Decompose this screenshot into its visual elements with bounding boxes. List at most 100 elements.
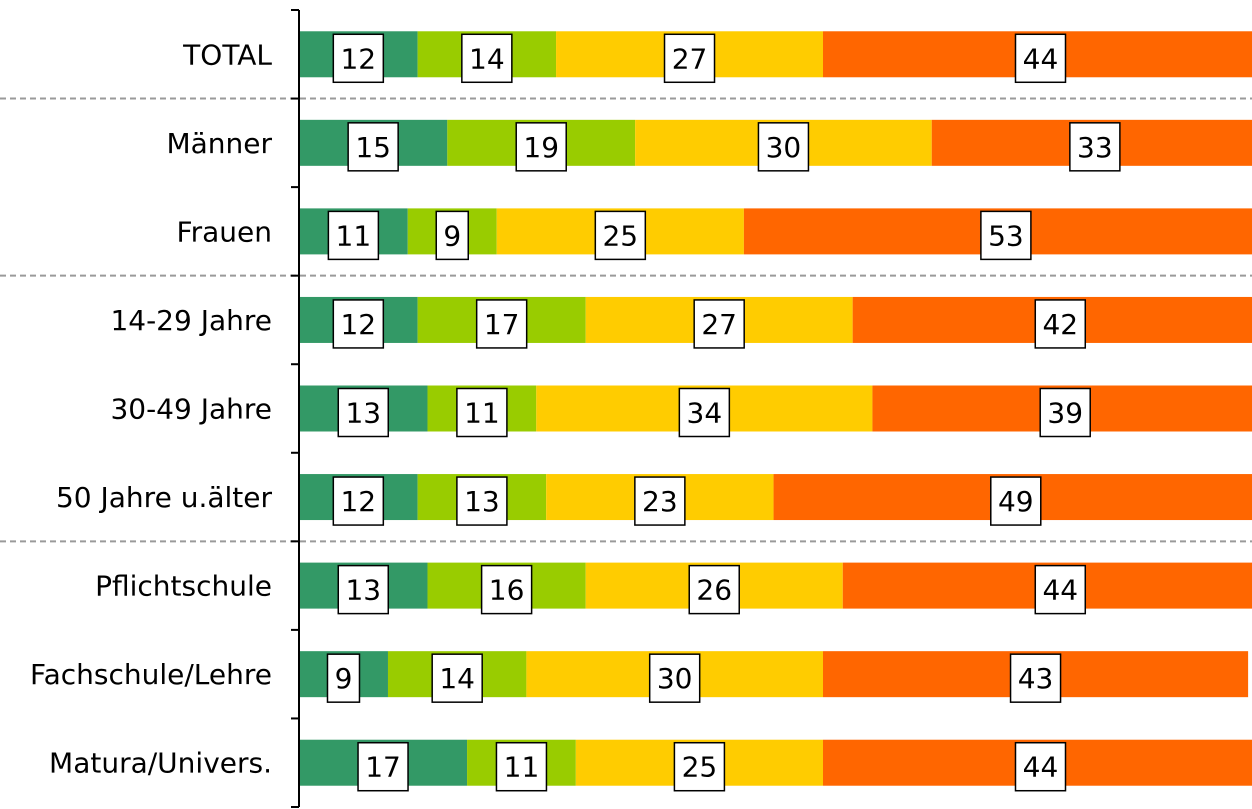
data-label-box [347,122,399,172]
data-label-box [648,653,701,703]
data-label-text: 9 [443,219,461,252]
data-label: 23 [634,476,686,526]
data-label: 39 [1039,387,1091,438]
data-label-text: 11 [464,397,500,430]
data-label: 9 [435,210,469,261]
data-label-box [456,476,508,526]
data-label-box [461,33,513,84]
data-label: 25 [594,210,647,261]
data-label-box [332,33,385,84]
data-label-box [1069,122,1121,172]
data-label-text: 44 [1023,42,1059,75]
data-label: 30 [757,122,810,172]
data-label-box [337,564,390,615]
data-label: 12 [332,33,385,84]
data-label: 53 [980,210,1032,261]
data-label-text: 42 [1042,308,1078,341]
data-label-box [1034,564,1087,615]
data-label-text: 12 [340,485,376,518]
data-label-box [480,564,533,615]
data-label-text: 49 [998,485,1034,518]
data-label-box [337,387,390,438]
data-label-text: 15 [355,131,391,164]
data-label-text: 27 [672,42,708,75]
data-label: 9 [326,653,361,703]
data-label: 12 [332,476,385,526]
data-label-box [693,299,745,349]
category-label: Matura/Univers. [49,747,272,780]
data-label-text: 25 [602,219,638,252]
data-label: 11 [327,210,380,261]
data-label-box [663,33,716,84]
data-label-box [688,564,740,615]
data-label-box [456,387,508,438]
data-label-text: 53 [988,219,1024,252]
data-label: 13 [337,564,390,615]
data-label-box [435,210,469,261]
data-label: 13 [337,387,390,438]
data-label: 19 [515,122,567,172]
data-label: 11 [456,387,508,438]
data-label-text: 39 [1047,397,1083,430]
data-label-text: 23 [642,485,678,518]
data-label-box [431,653,483,703]
data-label-text: 16 [489,574,525,607]
data-label-box [495,741,548,792]
data-label-box [515,122,567,172]
data-label-text: 44 [1023,751,1059,784]
data-label-box [357,741,409,792]
data-label-text: 33 [1077,131,1113,164]
data-label-text: 34 [687,397,723,430]
data-label-box [634,476,686,526]
data-label-box [475,299,528,349]
data-label: 44 [1014,33,1067,84]
data-label-text: 25 [682,751,718,784]
data-label-text: 43 [1018,662,1054,695]
category-label: TOTAL [182,38,272,71]
data-label-text: 27 [701,308,737,341]
data-label-box [1034,299,1087,349]
group-separators [0,97,1252,543]
data-label: 33 [1069,122,1121,172]
data-label-box [757,122,810,172]
category-label: Frauen [177,215,272,248]
data-label: 17 [475,299,528,349]
category-label: 14-29 Jahre [110,304,272,337]
data-label: 44 [1034,564,1087,615]
category-labels: TOTAL Männer Frauen 14-29 Jahre 30-49 Jahre 5… [30,38,272,779]
data-label-text: 30 [657,662,693,695]
data-label-text: 9 [335,662,353,695]
data-label: 14 [431,653,483,703]
data-label: 11 [495,741,548,792]
category-axis [291,9,300,808]
data-label-text: 26 [696,574,732,607]
category-label: Männer [166,127,272,160]
data-label: 42 [1034,299,1087,349]
data-label: 16 [480,564,533,615]
data-label: 12 [332,299,385,349]
data-label-box [327,210,380,261]
data-label: 34 [678,387,731,438]
data-label-text: 44 [1042,574,1078,607]
data-label-box [332,299,385,349]
category-label: 50 Jahre u.älter [56,481,273,514]
category-label: Pflichtschule [95,570,272,603]
data-label-text: 12 [340,42,376,75]
data-label: 30 [648,653,701,703]
data-label: 27 [693,299,745,349]
data-label-text: 13 [345,574,381,607]
data-label-box [1014,33,1067,84]
data-label-text: 12 [340,308,376,341]
data-label: 15 [347,122,399,172]
data-label-text: 11 [336,219,372,252]
data-label: 13 [456,476,508,526]
data-label: 44 [1014,741,1067,792]
data-label: 14 [461,33,513,84]
category-label: Fachschule/Lehre [30,658,272,691]
data-label-text: 19 [523,131,559,164]
data-label-box [1009,653,1062,703]
data-labels: 12 14 27 44 15 19 30 33 11 9 25 53 12 17 27 42 13 11 34 39 1… [326,33,1121,792]
data-label: 25 [673,741,726,792]
data-label-text: 13 [464,485,500,518]
